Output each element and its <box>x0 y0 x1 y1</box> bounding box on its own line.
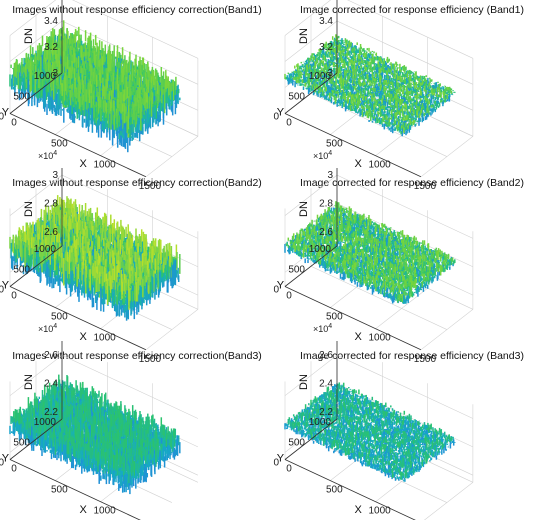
y-axis-label: Y <box>2 106 10 118</box>
x-tick-label: 500 <box>51 139 68 150</box>
panel-title: Images without response efficiency corre… <box>12 4 262 16</box>
surface-panel-2: Image corrected for response efficiency … <box>273 0 524 192</box>
z-tick-label: 3.4 <box>44 16 58 27</box>
y-tick-label: 500 <box>13 91 30 102</box>
x-tick-label: 0 <box>11 118 17 129</box>
panel-title: Image corrected for response efficiency … <box>300 4 524 16</box>
x-gridline <box>421 58 473 177</box>
z-tick-label: 3.2 <box>44 42 58 53</box>
x-tick-label: 1000 <box>93 160 116 171</box>
x-axis-label: X <box>79 158 87 170</box>
z-axis-label: DN <box>23 28 35 44</box>
surface-panel-1: Images without response efficiency corre… <box>0 0 262 192</box>
surface-data <box>10 20 180 152</box>
z-tick-label: 3.6 <box>44 0 58 1</box>
z-tick-label: 3 <box>52 68 58 79</box>
